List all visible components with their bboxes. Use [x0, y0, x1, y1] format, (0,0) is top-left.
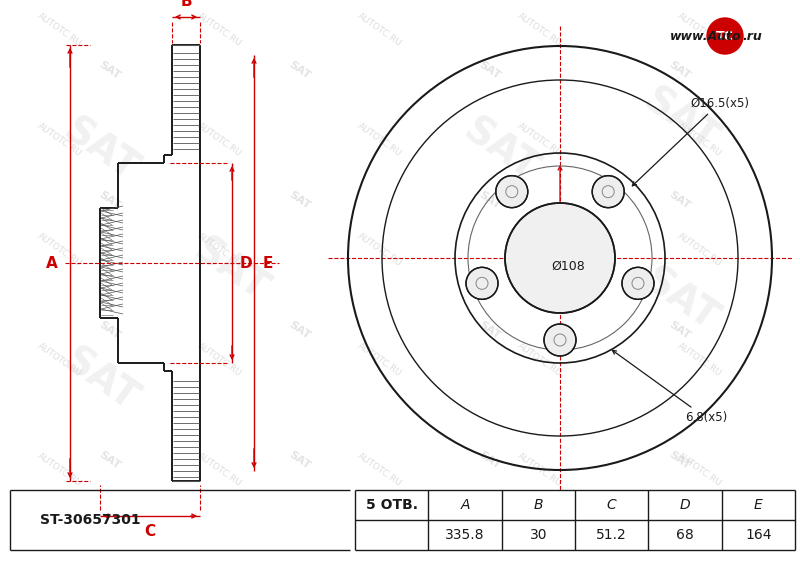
- Text: SAT: SAT: [56, 341, 144, 419]
- Text: A: A: [46, 256, 58, 270]
- Text: B: B: [180, 0, 192, 10]
- Text: AUTOTC.RU: AUTOTC.RU: [356, 11, 404, 49]
- Text: SAT: SAT: [98, 59, 122, 81]
- Text: SAT: SAT: [667, 59, 693, 81]
- Text: SAT: SAT: [287, 59, 313, 81]
- Text: SAT: SAT: [186, 231, 274, 309]
- Text: www.Auto: www.Auto: [670, 29, 742, 42]
- Text: AUTOTC.RU: AUTOTC.RU: [356, 452, 404, 489]
- Circle shape: [707, 18, 743, 54]
- Text: AUTOTC.RU: AUTOTC.RU: [676, 342, 724, 379]
- Text: E: E: [754, 498, 762, 512]
- Text: AUTOTC.RU: AUTOTC.RU: [516, 452, 564, 489]
- Text: AUTOTC.RU: AUTOTC.RU: [516, 342, 564, 379]
- Text: AUTOTC.RU: AUTOTC.RU: [196, 121, 244, 159]
- Text: SAT: SAT: [636, 81, 724, 159]
- Text: AUTOTC.RU: AUTOTC.RU: [196, 342, 244, 379]
- Text: AUTOTC.RU: AUTOTC.RU: [676, 231, 724, 269]
- Text: AUTOTC.RU: AUTOTC.RU: [676, 452, 724, 489]
- Text: AUTOTC.RU: AUTOTC.RU: [36, 121, 84, 159]
- Text: AUTOTC.RU: AUTOTC.RU: [36, 452, 84, 489]
- Text: TC: TC: [716, 29, 734, 42]
- Text: Ø108: Ø108: [551, 260, 585, 273]
- Circle shape: [592, 176, 624, 207]
- Circle shape: [544, 324, 576, 356]
- Text: AUTOTC.RU: AUTOTC.RU: [36, 231, 84, 269]
- Text: E: E: [263, 256, 273, 270]
- Text: AUTOTC.RU: AUTOTC.RU: [36, 342, 84, 379]
- Text: SAT: SAT: [287, 189, 313, 211]
- Text: AUTOTC.RU: AUTOTC.RU: [676, 121, 724, 159]
- Text: 335.8: 335.8: [446, 528, 485, 542]
- Text: 164: 164: [745, 528, 771, 542]
- Text: 30: 30: [530, 528, 547, 542]
- Text: SAT: SAT: [287, 449, 313, 471]
- Text: .ru: .ru: [742, 29, 762, 42]
- Text: SAT: SAT: [98, 189, 122, 211]
- Text: AUTOTC.RU: AUTOTC.RU: [516, 231, 564, 269]
- Text: 68: 68: [676, 528, 694, 542]
- Text: SAT: SAT: [456, 111, 544, 189]
- Text: AUTOTC.RU: AUTOTC.RU: [36, 11, 84, 49]
- Text: B: B: [534, 498, 543, 512]
- Text: C: C: [606, 498, 617, 512]
- Text: Ø16.5(x5): Ø16.5(x5): [632, 96, 749, 186]
- Text: ST-30657301: ST-30657301: [40, 513, 140, 527]
- Text: SAT: SAT: [667, 449, 693, 471]
- Text: D: D: [240, 256, 252, 270]
- Text: SAT: SAT: [667, 319, 693, 341]
- Text: AUTOTC.RU: AUTOTC.RU: [196, 231, 244, 269]
- Text: A: A: [460, 498, 470, 512]
- Text: SAT: SAT: [287, 319, 313, 341]
- Text: C: C: [145, 524, 155, 540]
- Text: AUTOTC.RU: AUTOTC.RU: [356, 342, 404, 379]
- Text: AUTOTC.RU: AUTOTC.RU: [196, 11, 244, 49]
- Text: SAT: SAT: [478, 59, 502, 81]
- Text: SAT: SAT: [478, 449, 502, 471]
- Text: SAT: SAT: [98, 319, 122, 341]
- Circle shape: [505, 203, 615, 313]
- Text: 6.8(x5): 6.8(x5): [612, 350, 727, 425]
- Circle shape: [496, 176, 528, 207]
- Circle shape: [466, 268, 498, 299]
- Text: 5 ОТВ.: 5 ОТВ.: [366, 498, 418, 512]
- Text: 51.2: 51.2: [596, 528, 627, 542]
- Text: AUTOTC.RU: AUTOTC.RU: [676, 11, 724, 49]
- Text: SAT: SAT: [56, 111, 144, 189]
- Text: SAT: SAT: [667, 189, 693, 211]
- Text: AUTOTC.RU: AUTOTC.RU: [516, 121, 564, 159]
- Text: AUTOTC.RU: AUTOTC.RU: [516, 11, 564, 49]
- Text: AUTOTC.RU: AUTOTC.RU: [196, 452, 244, 489]
- Text: SAT: SAT: [478, 319, 502, 341]
- Circle shape: [622, 268, 654, 299]
- Text: SAT: SAT: [478, 189, 502, 211]
- Text: SAT: SAT: [98, 449, 122, 471]
- Text: SAT: SAT: [636, 261, 724, 339]
- Text: AUTOTC.RU: AUTOTC.RU: [356, 121, 404, 159]
- Text: AUTOTC.RU: AUTOTC.RU: [356, 231, 404, 269]
- Text: D: D: [680, 498, 690, 512]
